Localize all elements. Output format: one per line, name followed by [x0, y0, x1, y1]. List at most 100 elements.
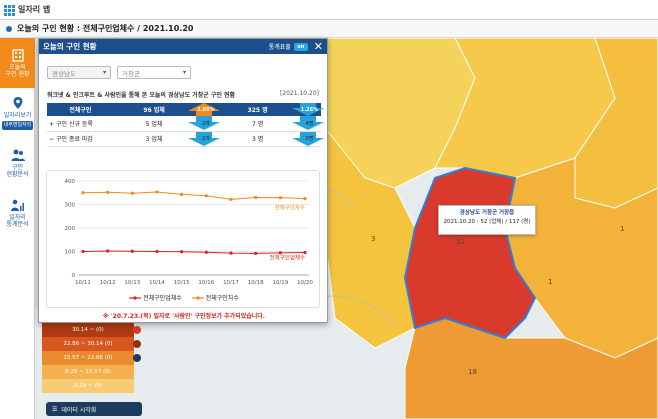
sidebar-item-view-jobs[interactable]: 일자리보기 내주변일자리 [0, 88, 35, 138]
legend-item-people[interactable]: 전체구인자수 [191, 293, 239, 302]
map-region-value: 1 [548, 278, 553, 286]
legend-row: 30.14 ~ (0) [42, 323, 134, 337]
x-tick-label: 10/11 [75, 280, 91, 286]
data-point [180, 192, 184, 196]
x-tick-label: 10/20 [297, 280, 313, 286]
row-people: 3 명 [217, 131, 298, 147]
sidebar-item-label: 구인 현황분석 [6, 164, 29, 178]
app-title: 일자리 맵 [18, 5, 51, 14]
legend-marker[interactable] [133, 340, 141, 348]
down-arrow-icon [188, 116, 221, 130]
change-value: 0명 [305, 136, 314, 142]
change-value: 4명 [305, 120, 314, 127]
chevron-down-icon: ▾ [102, 69, 106, 76]
building-icon [11, 49, 24, 62]
table-header: 96 업체 [113, 103, 195, 116]
row-label-cell: − 구인 종료 마감 [47, 131, 114, 147]
y-tick-label: 0 [72, 273, 76, 279]
header-pct-people: 1.26% [300, 107, 319, 113]
legend-swatch [129, 295, 142, 300]
plus-icon: + [49, 120, 55, 128]
data-point [278, 251, 282, 255]
district-select-value: 거창군 [122, 69, 140, 78]
chevron-down-icon: ▾ [182, 69, 186, 76]
series-line [82, 191, 306, 200]
down-arrow-icon [188, 131, 221, 146]
row-companies: 5 업체 [113, 116, 195, 132]
data-point [106, 190, 110, 194]
legend-row: 0.29 ~ (0) [42, 379, 134, 393]
row-label-cell: + 구인 신규 등록 [47, 116, 114, 132]
region-tooltip: 경상남도 거창군 거창읍 2021.10.20 : 52 (업체) / 117 … [438, 205, 536, 235]
trend-chart-svg: 0 100 200 300 400 10/11 10/12 10/13 10/14 10/15 10… [65, 179, 314, 286]
data-point [81, 191, 85, 195]
person-chart-icon [10, 199, 24, 211]
map-region-value: 52 [456, 238, 465, 246]
province-select[interactable]: 경상남도 ▾ [47, 66, 111, 79]
list-icon: ☰ [52, 405, 58, 413]
x-tick-label: 10/15 [174, 280, 190, 286]
province-select-value: 경상남도 [52, 69, 76, 78]
sidebar: 오늘의 구인 현황 일자리보기 내주변일자리 구인 현황분석 일자리 통계분석 [0, 38, 35, 419]
sidebar-item-statistics[interactable]: 일자리 통계분석 [0, 188, 35, 238]
district-select[interactable]: 거창군 ▾ [117, 66, 191, 79]
series-line [82, 250, 306, 254]
change-value: 2개 [201, 136, 210, 142]
sidebar-item-analysis[interactable]: 구인 현황분석 [0, 138, 35, 188]
date-text: [2021.10.20] [279, 90, 319, 97]
legend-item-companies[interactable]: 전체구인업체수 [129, 293, 182, 302]
region-selects: 경상남도 ▾ 거창군 ▾ [47, 66, 327, 79]
legend-row: 22.86 ~ 30.14 (0) [42, 337, 134, 351]
minus-icon: − [49, 136, 55, 143]
up-arrow-icon [188, 103, 221, 116]
apps-grid-icon[interactable] [4, 4, 15, 16]
sidebar-item-label: 일자리 통계분석 [6, 214, 29, 228]
data-point [303, 250, 307, 255]
nearby-jobs-badge[interactable]: 내주변일자리 [1, 121, 34, 130]
data-visualization-button[interactable]: ☰ 데이터 시각화 [46, 402, 142, 416]
stats-toggle[interactable]: on [293, 42, 308, 51]
sidebar-item-label: 일자리보기 [3, 112, 32, 119]
legend-marker[interactable] [133, 354, 141, 362]
legend-marker[interactable] [133, 326, 141, 334]
sidebar-item-today-jobs[interactable]: 오늘의 구인 현황 [0, 38, 35, 88]
job-status-panel: 오늘의 구인 현황 통계표출 on ✕ 경상남도 ▾ 거창군 ▾ 워크넷 & 인… [38, 38, 328, 323]
data-point [180, 250, 184, 254]
description-text: 워크넷 & 인크루트 & 사람인을 통해 본 오늘의 경상남도 거창군 구인 현… [47, 92, 236, 99]
data-point [106, 249, 110, 253]
y-tick-label: 200 [65, 226, 76, 232]
data-point [204, 194, 208, 198]
notice-text: ※ '20.7.23.(목) 일자로 '사람인' 구인정보가 추가되었습니다. [102, 313, 266, 320]
stats-table: 전체구인 96 업체 1.05% 325 명 1.26% + 구인 신규 등록 5… [47, 103, 324, 147]
x-tick-label: 10/13 [124, 280, 140, 286]
data-point [81, 249, 85, 254]
data-point [229, 197, 233, 201]
table-header: 325 명 [217, 103, 298, 116]
series-label: 전체구인업체수 [270, 253, 305, 261]
data-point [130, 249, 134, 253]
close-icon[interactable]: ✕ [313, 39, 323, 53]
data-point [254, 251, 258, 255]
row-people-change: 0명 [291, 131, 324, 147]
top-bar: 일자리 맵 [0, 0, 658, 20]
y-tick-label: 400 [65, 179, 76, 185]
legend-label: 전체구인업체수 [143, 295, 182, 302]
data-point [155, 190, 159, 194]
down-arrow-icon [291, 103, 324, 116]
series-label: 전체구인자수 [275, 204, 305, 212]
table-header: 전체구인 [47, 103, 114, 116]
down-arrow-icon [291, 131, 324, 146]
trend-chart: 0 100 200 300 400 10/11 10/12 10/13 10/14 10/15 10… [46, 170, 320, 308]
table-row: − 구인 종료 마감 3 업체 2개 3 명 0명 [47, 131, 324, 147]
map-legend: 30.14 ~ (0) 22.86 ~ 30.14 (0) 15.57 ~ 22.8… [42, 323, 134, 393]
data-point [229, 251, 233, 255]
bullet-icon [6, 25, 12, 32]
panel-title: 오늘의 구인 현황 [43, 42, 97, 51]
breadcrumb: 오늘의 구인 현황 : 전체구인업체수 / 2021.10.20 [0, 20, 658, 38]
row-label: 구인 종료 마감 [56, 136, 93, 143]
data-point [278, 196, 282, 200]
down-arrow-icon [291, 116, 324, 130]
stats-toggle-label: 통계표출 [268, 44, 291, 51]
table-row: + 구인 신규 등록 5 업체 2개 7 명 4명 [47, 116, 324, 132]
legend-swatch [191, 295, 204, 300]
